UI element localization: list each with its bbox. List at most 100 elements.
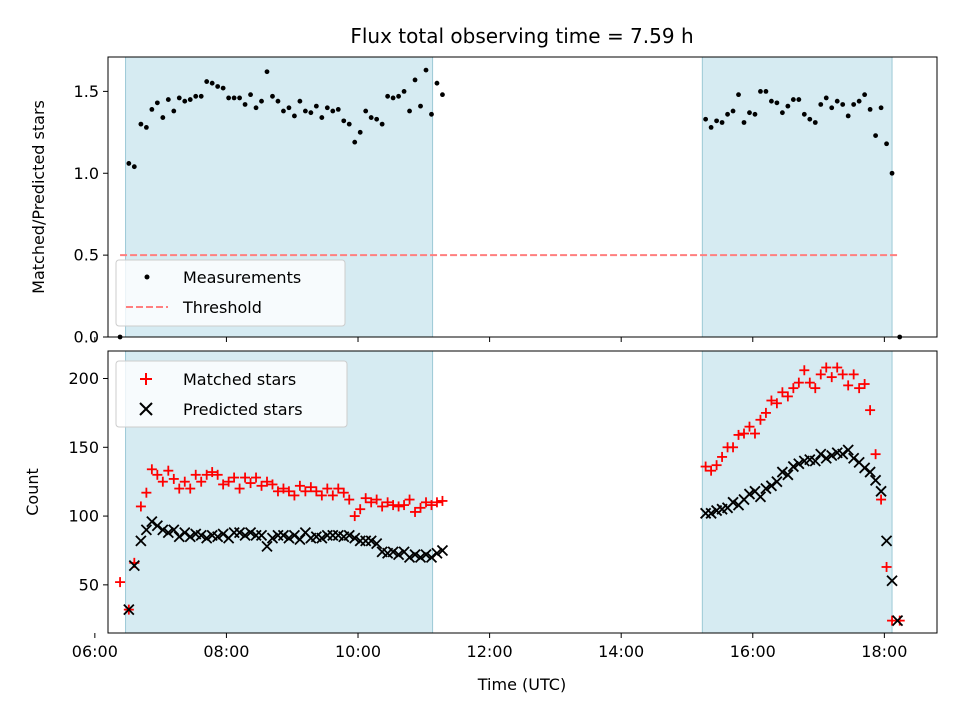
matched-point	[739, 428, 750, 439]
measurement-point	[856, 98, 862, 104]
measurement-point	[248, 92, 253, 98]
predicted-point	[826, 449, 838, 462]
legend-measurements-marker	[144, 274, 150, 280]
predicted-point	[146, 515, 158, 528]
predicted-point	[157, 524, 169, 536]
x-tick-label: 14:00	[598, 642, 644, 661]
measurement-point	[335, 106, 341, 112]
x-tick-label: 10:00	[335, 642, 381, 661]
matched-point	[349, 511, 360, 522]
measurement-point	[769, 98, 774, 104]
predicted-point	[283, 532, 295, 544]
count-legend-box	[115, 360, 348, 428]
measurement-point	[823, 95, 829, 101]
predicted-point	[403, 551, 416, 563]
predicted-point	[128, 559, 140, 572]
measurement-point	[851, 102, 857, 107]
matched-point	[815, 369, 826, 380]
predicted-point	[425, 551, 438, 563]
matched-point	[876, 494, 887, 505]
matched-point	[782, 391, 793, 402]
measurement-point	[187, 97, 193, 102]
matched-point	[437, 495, 448, 506]
measurement-point	[708, 125, 714, 130]
matched-point	[212, 469, 223, 480]
matched-point	[421, 497, 432, 508]
predicted-point	[266, 532, 279, 544]
matched-point	[865, 405, 876, 416]
y-tick-label: 1.0	[74, 164, 99, 183]
measurement-point	[270, 93, 275, 99]
x-tick-label: 08:00	[203, 642, 249, 661]
matched-point	[256, 480, 267, 491]
predicted-point	[754, 491, 767, 503]
predicted-point	[135, 535, 147, 547]
y-tick-label: 1.5	[74, 82, 99, 101]
measurement-point	[154, 100, 160, 106]
measurement-point	[736, 92, 741, 98]
measurement-point	[330, 108, 336, 114]
matched-point	[804, 377, 815, 388]
matched-point	[788, 383, 799, 394]
measurement-point	[834, 98, 840, 104]
matched-point	[749, 428, 760, 439]
predicted-point	[420, 548, 432, 561]
matched-point	[174, 483, 185, 494]
predicted-point	[727, 496, 739, 508]
predicted-point	[184, 531, 196, 543]
matched-point	[289, 490, 300, 501]
measurement-point	[812, 120, 818, 125]
count-legend: Matched stars Predicted stars	[115, 360, 348, 428]
matched-point	[223, 476, 234, 487]
legend-threshold-label: Threshold	[182, 298, 262, 317]
predicted-point	[793, 458, 805, 470]
measurement-point	[341, 118, 347, 124]
measurement-point	[396, 93, 401, 99]
predicted-point	[414, 551, 427, 563]
measurement-point	[220, 85, 226, 91]
matched-point	[382, 497, 393, 508]
chart-title: Flux total observing time = 7.59 h	[350, 24, 693, 48]
measurement-point	[807, 116, 813, 122]
ratio-panel: 0.0 0.5 1.0 1.5 Matched/Predicted stars Mea…	[29, 56, 938, 347]
predicted-point	[212, 531, 224, 543]
predicted-point	[886, 575, 898, 587]
measurement-point	[390, 95, 396, 101]
y-tick-label: 100	[68, 507, 99, 526]
measurement-point	[357, 129, 363, 135]
predicted-point	[815, 448, 827, 460]
predicted-point	[123, 603, 135, 616]
predicted-point	[837, 448, 849, 460]
matched-point	[272, 486, 283, 497]
measurement-point	[779, 110, 785, 116]
matched-point	[366, 497, 377, 508]
matched-point	[410, 506, 421, 517]
matched-point	[711, 460, 722, 471]
matched-point	[251, 472, 262, 483]
predicted-point	[151, 520, 163, 532]
measurement-point	[281, 108, 286, 114]
measurement-point	[418, 103, 423, 109]
predicted-point	[343, 529, 355, 541]
matched-point	[157, 476, 168, 487]
y-tick-label: 0.5	[74, 246, 99, 265]
measurement-point	[226, 95, 232, 101]
measurement-point	[429, 111, 434, 117]
measurement-point	[275, 98, 281, 104]
x-tick-label: 16:00	[730, 642, 776, 661]
matched-point	[115, 577, 126, 588]
measurement-point	[747, 110, 752, 116]
matched-point	[399, 500, 410, 511]
measurement-point	[774, 100, 780, 106]
matched-point	[870, 449, 881, 460]
matched-point	[717, 451, 728, 462]
matched-point	[388, 500, 399, 511]
measurement-point	[434, 80, 440, 86]
measurement-point	[741, 120, 747, 125]
measurement-point	[884, 141, 889, 147]
measurement-point	[407, 108, 412, 114]
predicted-point	[875, 485, 887, 497]
measurement-point	[703, 116, 709, 122]
predicted-point	[195, 529, 207, 541]
predicted-point	[782, 469, 794, 481]
